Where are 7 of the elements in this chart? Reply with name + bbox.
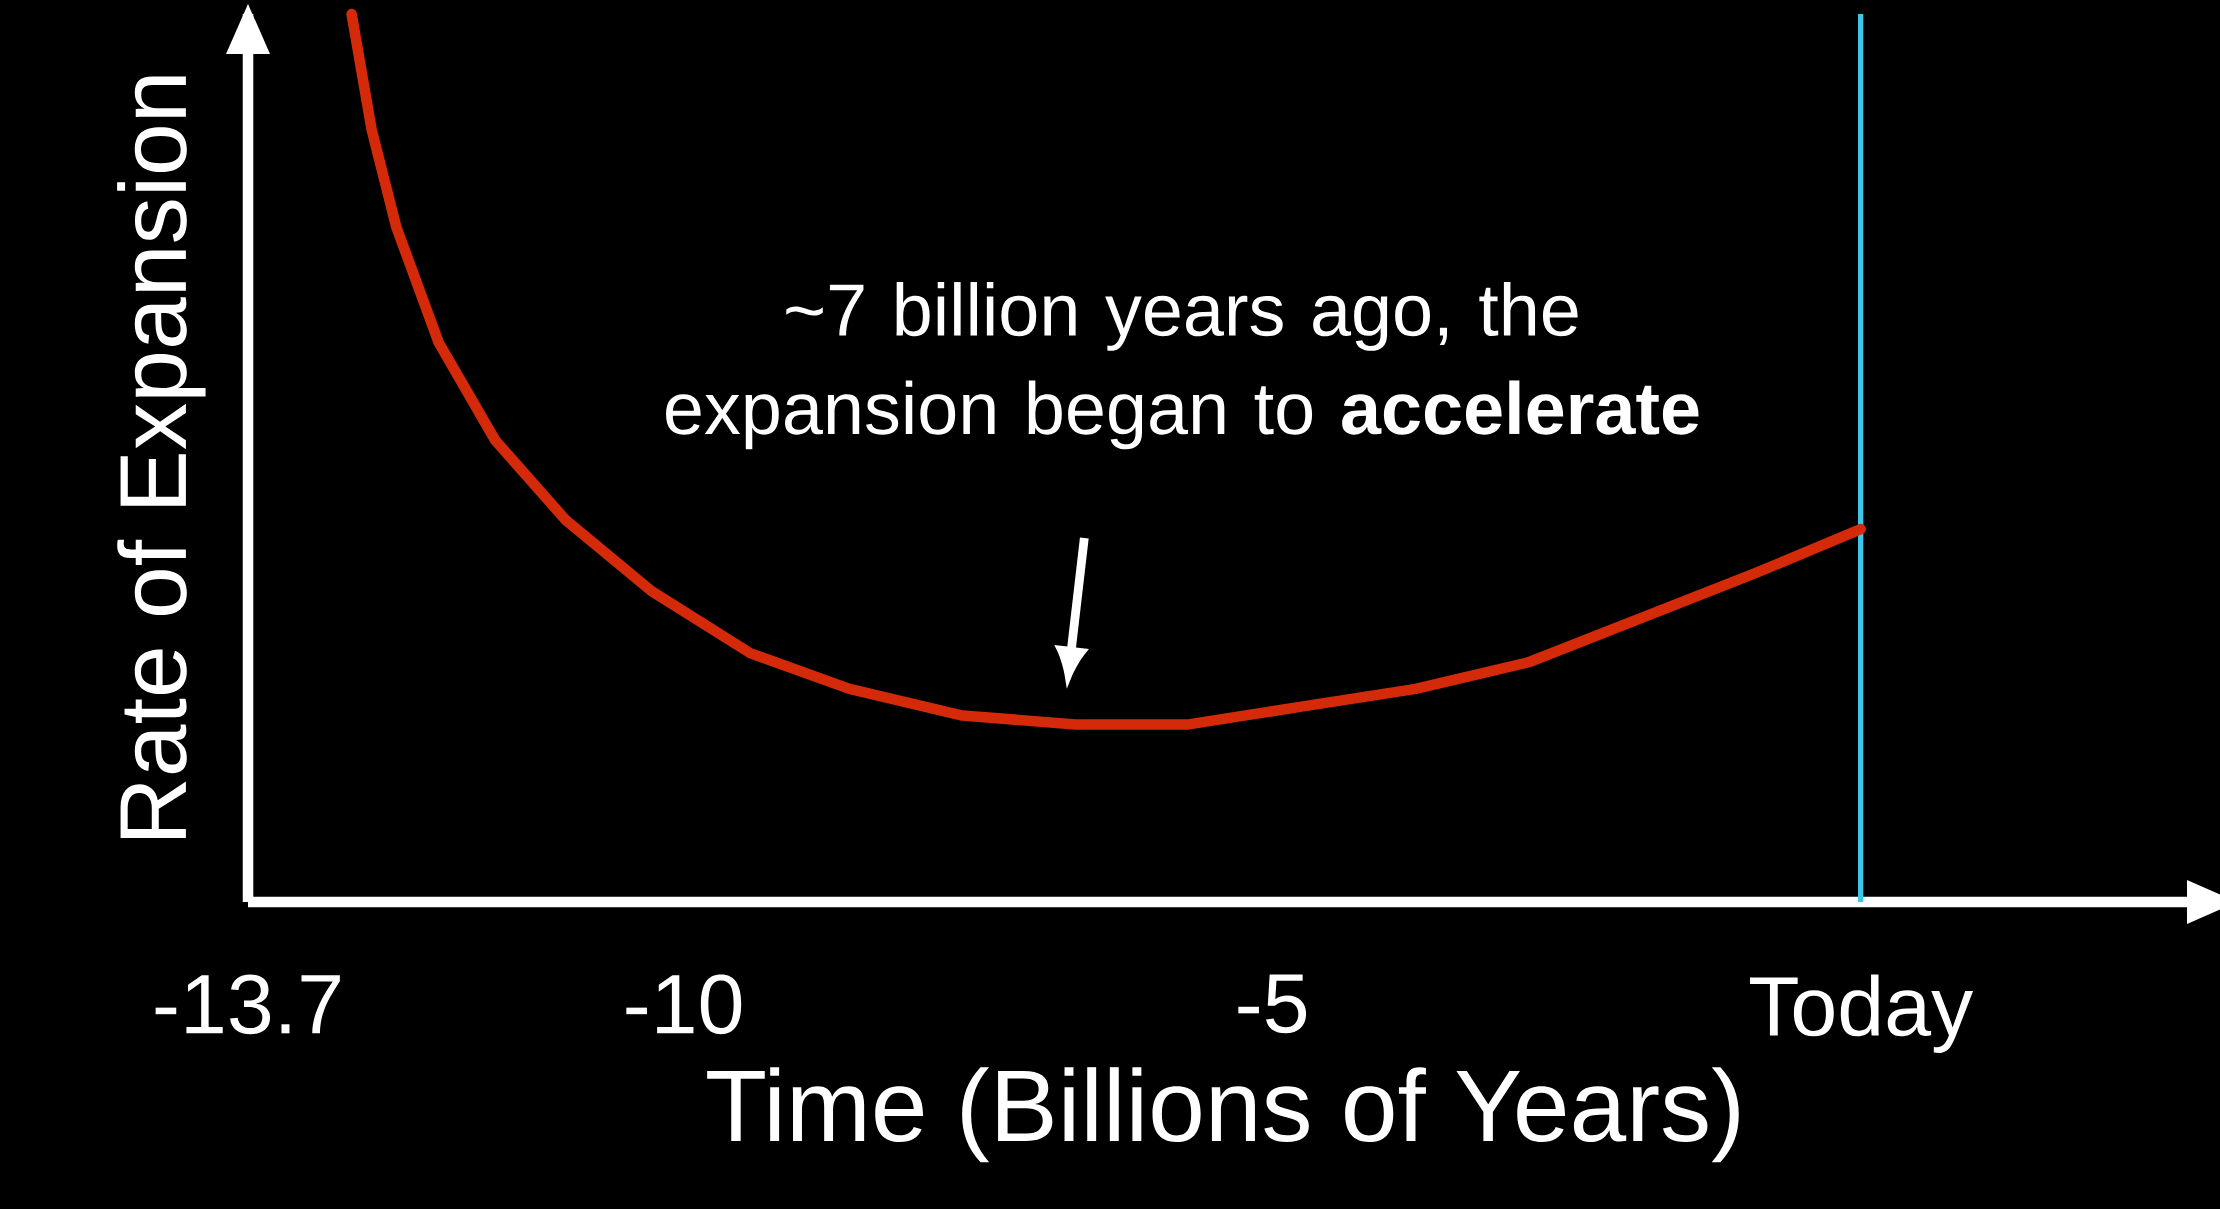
- annotation: ~7 billion years ago, the expansion began to accelerate: [666, 282, 1699, 450]
- x-tick-label: -13.7: [155, 974, 340, 1035]
- x-tick-label: -10: [626, 974, 742, 1035]
- x-axis-title: Time (Billions of Years): [707, 1067, 1739, 1163]
- x-tick-label: -5: [1238, 974, 1307, 1034]
- y-axis-title: Rate of Expansion: [117, 76, 206, 838]
- x-tick-label: Today: [1749, 974, 1974, 1054]
